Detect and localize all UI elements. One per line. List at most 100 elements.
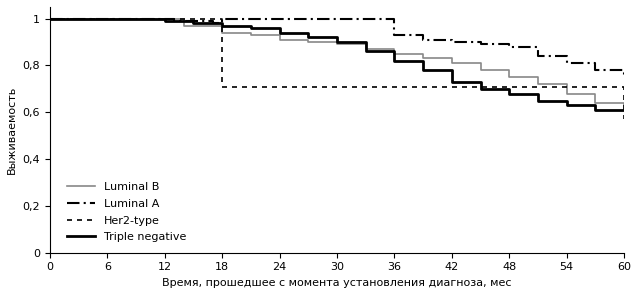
Luminal B [448, 61, 456, 65]
Triple negative [419, 68, 427, 72]
Triple negative [189, 19, 197, 23]
Luminal A [563, 61, 570, 65]
Luminal A [477, 40, 484, 44]
Luminal B [362, 47, 369, 51]
Luminal B [534, 76, 542, 79]
Luminal B [180, 24, 188, 27]
Luminal B [620, 108, 628, 112]
Luminal A [218, 17, 226, 20]
Luminal A [362, 17, 369, 20]
Triple negative [132, 17, 140, 20]
Triple negative [419, 59, 427, 63]
Line: Her2-type: Her2-type [50, 19, 624, 119]
Triple negative [276, 26, 283, 30]
Triple negative [505, 87, 513, 91]
Luminal A [505, 43, 513, 46]
Luminal B [591, 92, 599, 95]
Her2-type [218, 85, 226, 88]
Triple negative [591, 104, 599, 107]
Luminal B [419, 57, 427, 60]
Triple negative [218, 22, 226, 25]
Triple negative [563, 104, 570, 107]
Legend: Luminal B, Luminal A, Her2-type, Triple negative: Luminal B, Luminal A, Her2-type, Triple … [67, 182, 186, 242]
Luminal B [390, 47, 398, 51]
Luminal B [448, 57, 456, 60]
Luminal B [620, 101, 628, 105]
Luminal B [218, 31, 226, 35]
Triple negative [247, 24, 255, 27]
Her2-type [343, 85, 350, 88]
Luminal B [505, 76, 513, 79]
Triple negative [534, 92, 542, 95]
Triple negative [247, 26, 255, 30]
Luminal A [151, 17, 159, 20]
Luminal B [477, 68, 484, 72]
Luminal B [218, 24, 226, 27]
Triple negative [304, 36, 312, 39]
Triple negative [390, 59, 398, 63]
Luminal B [304, 40, 312, 44]
Luminal B [419, 52, 427, 55]
Triple negative [534, 99, 542, 102]
Triple negative [620, 108, 628, 112]
Luminal A [151, 17, 159, 20]
Triple negative [448, 68, 456, 72]
Triple negative [333, 40, 341, 44]
Luminal B [333, 40, 341, 44]
Luminal B [304, 38, 312, 42]
Luminal A [170, 17, 178, 20]
Her2-type [199, 17, 207, 20]
Triple negative [304, 31, 312, 35]
Her2-type [620, 117, 628, 121]
Luminal A [448, 38, 456, 42]
Luminal A [620, 76, 628, 79]
Luminal A [390, 33, 398, 37]
Line: Luminal B: Luminal B [50, 19, 624, 110]
Luminal A [505, 45, 513, 48]
Luminal A [563, 54, 570, 58]
Triple negative [189, 22, 197, 25]
Luminal A [209, 19, 216, 23]
Triple negative [390, 50, 398, 53]
Luminal A [620, 68, 628, 72]
Triple negative [132, 17, 140, 20]
Her2-type [620, 85, 628, 88]
Luminal B [534, 82, 542, 86]
Triple negative [362, 40, 369, 44]
Luminal B [591, 101, 599, 105]
Triple negative [620, 108, 628, 112]
Luminal A [170, 19, 178, 23]
Luminal B [333, 43, 341, 46]
Luminal B [563, 92, 570, 95]
Triple negative [276, 31, 283, 35]
Luminal B [161, 17, 168, 20]
Luminal A [46, 17, 54, 20]
Luminal A [390, 17, 398, 20]
Luminal B [276, 38, 283, 42]
Luminal A [218, 22, 226, 25]
Luminal B [505, 68, 513, 72]
Luminal B [180, 17, 188, 20]
Her2-type [343, 85, 350, 88]
Y-axis label: Выживаемость: Выживаемость [7, 86, 17, 174]
Triple negative [362, 50, 369, 53]
Triple negative [448, 80, 456, 84]
Triple negative [563, 99, 570, 102]
Luminal B [276, 33, 283, 37]
Luminal B [161, 17, 168, 20]
Luminal A [209, 22, 216, 25]
Triple negative [505, 92, 513, 95]
Luminal B [477, 61, 484, 65]
Triple negative [218, 24, 226, 27]
Luminal A [419, 38, 427, 42]
Luminal A [362, 17, 369, 20]
Luminal A [477, 43, 484, 46]
Her2-type [199, 17, 207, 20]
Triple negative [161, 19, 168, 23]
Luminal B [362, 43, 369, 46]
Triple negative [477, 87, 484, 91]
Luminal B [563, 82, 570, 86]
X-axis label: Время, прошедшее с момента установления диагноза, мес: Время, прошедшее с момента установления … [162, 278, 512, 288]
Luminal B [46, 17, 54, 20]
Triple negative [46, 17, 54, 20]
